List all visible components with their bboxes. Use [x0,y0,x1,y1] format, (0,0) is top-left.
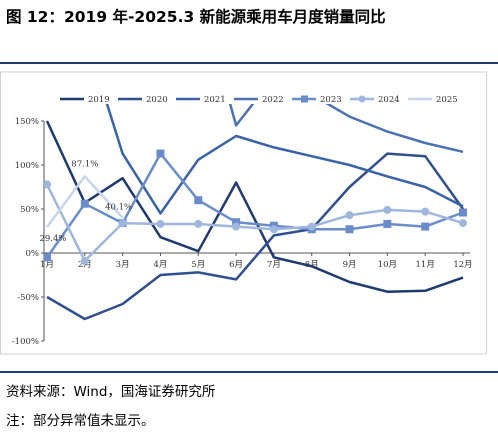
y-tick-label: 50% [20,205,39,215]
series-line-2025 [45,175,124,228]
data-label: 29.4% [39,234,66,244]
x-tick-label: 6月 [229,260,243,270]
data-point-2024 [232,222,241,231]
data-point-2024 [194,219,203,228]
x-tick-label: 11月 [416,260,435,270]
data-point-2023 [80,199,89,208]
data-point-2023 [232,218,241,227]
data-point-2023 [383,219,392,228]
y-tick-label: -50% [17,293,39,303]
data-point-2023 [194,196,203,205]
data-label: 87.1% [71,159,98,169]
legend-label: 2022 [262,95,284,105]
x-tick-label: 4月 [153,260,167,270]
series-line-2024 [45,183,464,263]
data-point-2023 [44,253,51,262]
x-tick-label: 5月 [191,260,205,270]
y-tick-label: 100% [15,161,39,171]
data-point-2023 [156,149,165,158]
bottom-rule [0,371,498,373]
data-point-2024 [383,205,392,214]
legend-label: 2024 [378,95,400,105]
data-point-2024 [345,211,354,220]
annotations: 87.1% 40.1% 29.4% [39,159,132,244]
data-point-2023 [459,208,467,217]
x-tick-label: 1月 [40,260,54,270]
data-point-2024 [269,225,278,234]
data-point-2024 [156,219,165,228]
x-tick-label: 12月 [453,260,472,270]
legend-label: 2020 [146,95,168,105]
series-line-2023 [45,152,464,259]
series-group [44,104,467,321]
data-point-2024 [459,219,467,228]
data-point-2023 [345,225,354,234]
source-note: 资料来源：Wind，国海证券研究所 [6,384,216,400]
legend-label: 2021 [204,95,226,105]
footnote: 注：部分异常值未显示。 [6,413,155,429]
x-tick-label: 3月 [116,260,130,270]
x-tick-label: 7月 [267,260,281,270]
top-rule [0,62,498,64]
legend-marker [301,95,308,103]
data-point-2024 [44,180,51,189]
x-tick-label: 2月 [78,260,92,270]
series-line-2022 [228,104,464,154]
data-point-2024 [118,219,127,228]
data-label: 40.1% [105,203,132,213]
series-line-2019 [45,120,464,293]
series-line-2020 [46,152,465,321]
legend-label: 2025 [436,95,458,105]
line-chart: 2019 2020 2021 2022 2023 2024 2025 150% 100% 50%… [0,71,487,355]
y-tick-label: -100% [12,337,39,347]
data-point-2024 [421,207,430,216]
legend-marker [358,95,366,103]
x-tick-label: 9月 [343,260,357,270]
legend-label: 2019 [88,95,110,105]
data-point-2024 [80,256,89,265]
chart-frame [0,71,487,355]
chart-title: 图 12：2019 年-2025.3 新能源乘用车月度销量同比 [6,8,386,26]
series-line-2021 [105,104,464,215]
data-point-2023 [421,222,430,231]
y-tick-label: 0% [26,249,40,259]
data-point-2024 [307,222,316,231]
x-tick-label: 10月 [378,260,397,270]
y-tick-label: 150% [15,117,39,127]
legend-label: 2023 [320,95,342,105]
legend: 2019 2020 2021 2022 2023 2024 2025 [60,95,458,105]
